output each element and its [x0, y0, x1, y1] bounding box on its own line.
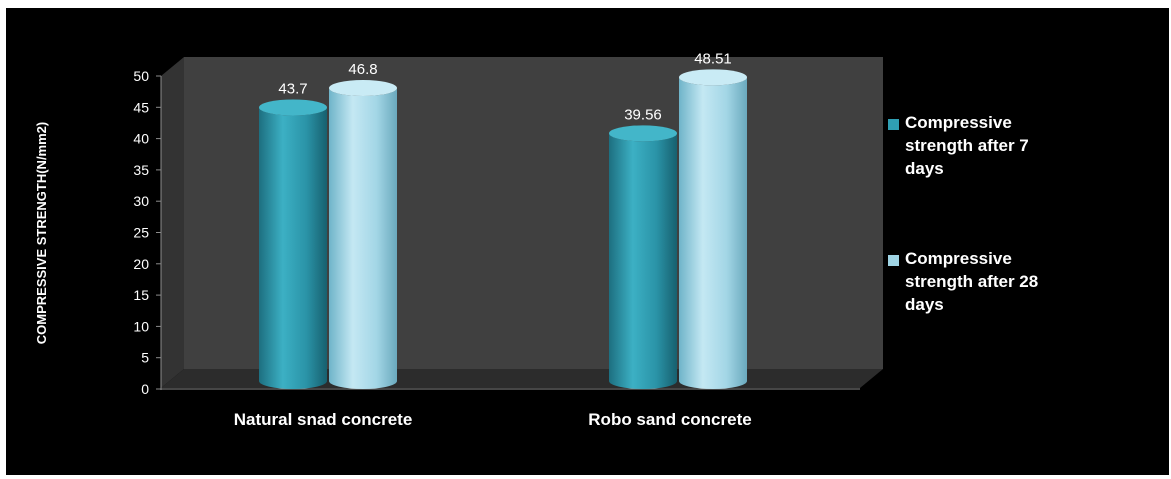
y-tick-label: 45 — [133, 99, 149, 115]
y-tick-label: 20 — [133, 256, 149, 272]
bar-top-cap — [679, 69, 747, 86]
data-label: 43.7 — [278, 80, 307, 97]
y-tick-label: 40 — [133, 131, 149, 147]
bar-series-2-natural — [329, 88, 397, 390]
y-tick-label: 30 — [133, 193, 149, 209]
y-tick-label: 10 — [133, 318, 149, 334]
bar-series-2-robo — [679, 77, 747, 390]
legend-text-line: strength after 7 — [905, 136, 1029, 155]
data-label: 46.8 — [348, 61, 377, 78]
legend-text-line: Compressive — [905, 113, 1012, 132]
y-tick-label: 0 — [141, 381, 149, 397]
y-tick-label: 35 — [133, 162, 149, 178]
bars — [259, 69, 747, 390]
legend-text-line: days — [905, 159, 944, 178]
bar-series-1-natural — [259, 107, 327, 390]
legend-entry-series-1: Compressive strength after 7 days — [905, 113, 1029, 178]
legend-swatch — [888, 255, 899, 266]
bar-series-1-robo — [609, 133, 677, 389]
x-category-label: Robo sand concrete — [588, 410, 751, 429]
chart-left-wall — [161, 57, 184, 388]
x-axis-category-labels: Natural snad concrete Robo sand concrete — [234, 410, 752, 429]
bar-top-cap — [329, 80, 397, 97]
y-tick-label: 5 — [141, 350, 149, 366]
legend-entry-series-2: Compressive strength after 28 days — [905, 249, 1038, 314]
data-labels: 43.7 46.8 39.56 48.51 — [278, 50, 731, 123]
y-tick-label: 15 — [133, 287, 149, 303]
legend-swatch — [888, 119, 899, 130]
bar-top-cap — [259, 99, 327, 116]
data-label: 39.56 — [624, 106, 662, 123]
legend-text-line: days — [905, 295, 944, 314]
legend: Compressive strength after 7 daysCompressi… — [888, 113, 1038, 314]
chart-frame: 0 5 10 15 20 25 30 35 40 45 50 43.7 46.8 39.56 48.51 … — [6, 8, 1169, 475]
legend-text-line: strength after 28 — [905, 272, 1038, 291]
y-tick-label: 50 — [133, 68, 149, 84]
x-category-label: Natural snad concrete — [234, 410, 413, 429]
data-label: 48.51 — [694, 50, 732, 67]
y-tick-label: 25 — [133, 225, 149, 241]
y-axis-title: COMPRESSIVE STRENGTH(N/mm2) — [34, 122, 49, 344]
bar-top-cap — [609, 125, 677, 142]
legend-text-line: Compressive — [905, 249, 1012, 268]
y-axis-ticks: 0 5 10 15 20 25 30 35 40 45 50 — [133, 68, 161, 397]
